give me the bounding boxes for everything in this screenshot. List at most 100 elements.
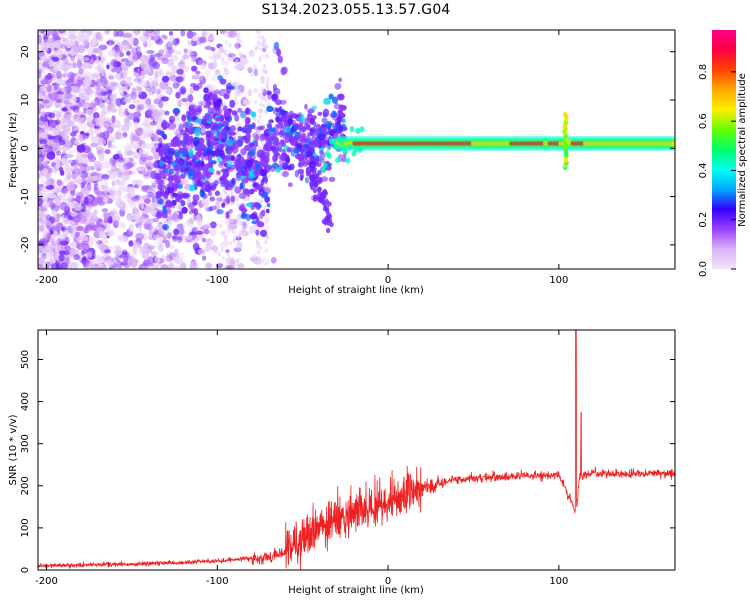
spectrogram-cell: [75, 54, 85, 62]
spectrogram-cell: [158, 198, 164, 205]
spectrogram-cell: [209, 221, 217, 229]
spectrogram-cell: [236, 88, 241, 94]
spectrogram-cell: [153, 134, 159, 141]
spectrogram-cell: [154, 173, 162, 181]
spectrogram-cell: [219, 78, 226, 85]
snr-y-tick-label: 300: [20, 434, 31, 453]
spectrogram-cell: [216, 209, 224, 215]
spectrogram-cell: [237, 217, 242, 222]
spectrogram-cell: [240, 52, 244, 57]
spectrogram-cell: [191, 227, 198, 235]
spectrogram-cell: [126, 76, 133, 81]
spectrogram-cell: [265, 214, 269, 220]
spectrogram-cell: [128, 82, 134, 87]
spectrogram-cell: [191, 74, 201, 79]
spectrogram-cell: [262, 39, 266, 45]
spectrogram-cell: [158, 110, 167, 116]
spectrogram-cell: [163, 35, 168, 40]
spectrogram-cell: [275, 117, 280, 122]
spectrogram-cell: [140, 144, 148, 149]
spectrogram-cell: [87, 146, 93, 155]
spectrogram-cell: [201, 198, 210, 206]
spectrogram-cell: [202, 119, 208, 124]
spectrogram-cell: [104, 249, 112, 254]
spectrogram-cell: [48, 250, 55, 257]
spectrogram-cell: [42, 179, 52, 187]
spectrogram-cell: [96, 257, 103, 264]
spectrogram-cell: [140, 62, 150, 71]
spectrogram-cell: [181, 97, 189, 103]
spectrogram-cell: [171, 160, 179, 167]
spectrogram-cell: [64, 57, 69, 64]
spectrogram-cell: [38, 30, 42, 34]
spectrogram-cell: [220, 46, 224, 52]
spectrogram-cell: [62, 221, 69, 230]
spectrogram-cell: [49, 257, 55, 263]
spectrogram-cell: [200, 128, 207, 133]
spectrogram-cell: [62, 115, 68, 124]
spectrogram-cell: [257, 119, 261, 124]
spectrogram-cell: [69, 75, 75, 82]
spectrogram-cell: [38, 251, 45, 257]
spectrogram-cell: [216, 130, 221, 138]
spectrogram-cell: [118, 110, 126, 117]
spectrogram-cell: [327, 162, 332, 168]
spectrogram-cell: [95, 119, 104, 128]
spectrogram-cell: [53, 156, 61, 164]
spectrogram-cell: [207, 154, 212, 163]
spectrogram-cell: [255, 163, 260, 170]
spectrogram-cell: [210, 228, 217, 237]
spectrogram-cell: [77, 54, 83, 62]
spectrogram-cell: [106, 229, 115, 237]
spectrogram-cell: [88, 240, 94, 247]
spectrogram-cell: [189, 261, 198, 269]
spectrogram-cell: [80, 30, 87, 34]
spectrogram-cell: [111, 115, 116, 124]
spectrogram-cell: [52, 198, 61, 207]
spectrogram-cell: [119, 221, 125, 226]
spectrogram-cell: [114, 249, 122, 257]
spectrogram-cell: [267, 173, 271, 178]
spectrogram-cell: [257, 40, 261, 45]
spectrogram-cell: [343, 148, 349, 155]
spectrogram-cell: [219, 241, 227, 249]
spectrogram-cell: [152, 151, 160, 160]
spectrogram-cell: [119, 179, 127, 185]
spectrogram-cell: [225, 85, 232, 94]
spectrogram-cell: [103, 212, 111, 219]
spectrogram-cell: [55, 99, 62, 103]
spectrogram-cell: [159, 81, 169, 90]
spectrogram-cell: [228, 131, 237, 136]
spectrogram-cell: [198, 36, 207, 44]
spectrogram-cell: [213, 249, 219, 254]
spectrogram-cell: [247, 88, 253, 97]
spectrogram-cell: [235, 40, 239, 45]
spectrogram-cell: [107, 73, 113, 80]
spectrogram-cell: [228, 209, 233, 214]
spectrogram-cell: [111, 170, 120, 178]
spectrogram-cell: [206, 114, 213, 122]
spectrogram-cell: [108, 216, 113, 224]
spectrogram-cell: [143, 260, 150, 269]
spectrogram-cell: [200, 186, 205, 194]
spectrogram-cell: [103, 83, 109, 88]
spectrogram-cell: [216, 109, 221, 116]
spectrogram-cell: [232, 34, 236, 39]
spectrogram-cell: [90, 136, 99, 144]
spectrogram-cell: [235, 197, 240, 202]
spectrogram-cell: [242, 125, 249, 134]
spectrogram-cell: [223, 49, 227, 54]
spectrogram-cell: [265, 150, 270, 159]
spectrogram-cell: [44, 121, 49, 131]
spectrogram-cell: [204, 123, 211, 129]
spectrogram-cell: [237, 63, 241, 69]
spectrogram-cell: [120, 223, 126, 229]
spectrogram-cell: [74, 75, 80, 80]
spectrogram-cell: [134, 121, 139, 131]
spectrogram-cell: [38, 257, 46, 265]
spectrogram-cell: [61, 64, 66, 69]
spectrogram-cell: [58, 53, 63, 59]
spectrogram-cell: [115, 200, 125, 208]
spectrogram-cell: [162, 224, 170, 231]
